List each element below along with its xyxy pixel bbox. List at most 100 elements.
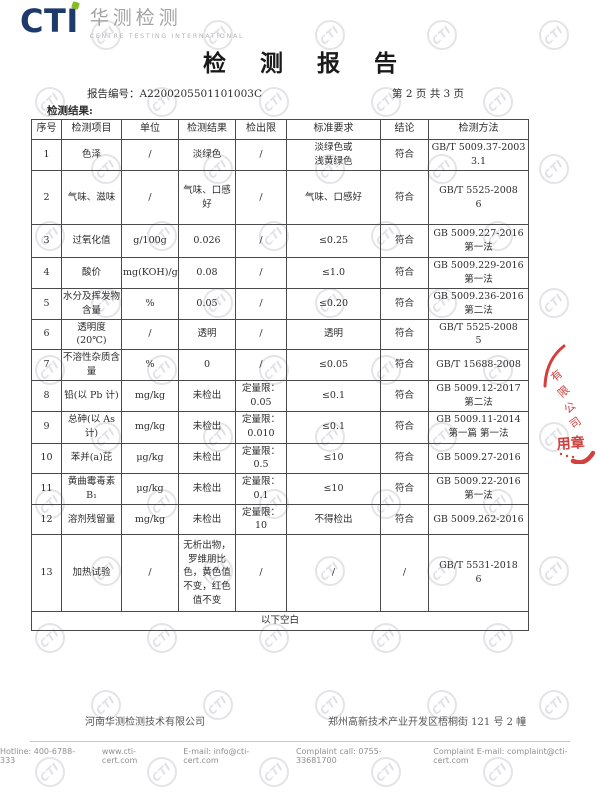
cell-no: 8 <box>31 380 62 412</box>
cell-no: 1 <box>31 139 62 171</box>
column-header: 结论 <box>380 119 429 140</box>
cell-method: GB 5009.262-2016 <box>428 503 529 536</box>
red-seal-stamp: 有 限 公 司 用章 <box>543 344 595 464</box>
cell-result: 透明 <box>178 318 236 351</box>
cell-result: 0 <box>178 349 236 382</box>
stamp-char: 限 <box>555 383 572 400</box>
cell-limit: / <box>235 224 287 258</box>
table-row: 8 铅(以 Pb 计) mg/kg 未检出 定量限： 0.05 ≤0.1 符合 GB 5009… <box>31 380 529 412</box>
cell-item: 加热试验 <box>61 534 122 613</box>
cell-method: GB 5009.22-2016 第一法 <box>428 473 529 505</box>
blank-note-row: 以下空白 <box>31 611 529 632</box>
cell-item: 透明度 (20℃) <box>61 318 122 351</box>
table-row: 4 酸价 mg(KOH)/g 0.08/≤1.0 符合 GB 5009.229-2016 … <box>31 257 529 289</box>
cell-conclusion: 符合 <box>380 224 429 258</box>
cell-result: 未检出 <box>178 410 236 444</box>
contact-email: E-mail: info@cti-cert.com <box>183 747 250 765</box>
stamp-char: 有 <box>548 366 566 384</box>
stamp-arc <box>543 344 566 388</box>
footer-address: 郑州高新技术产业开发区梧桐街 121 号 2 幢 <box>328 717 527 728</box>
footer-company: 河南华测检测技术有限公司 <box>85 717 205 728</box>
cell-conclusion: 符合 <box>380 257 429 289</box>
table-row: 13 加热试验 / 无析出物，罗维朋比色，黄色值不变，红色值不变 / / / GB/T 553… <box>31 534 529 613</box>
cti-logo: CTI 华测检测 CENTRE TESTING INTERNATIONAL <box>20 1 245 40</box>
cell-limit: 定量限： 0.05 <box>235 380 287 412</box>
cell-conclusion: 符合 <box>380 139 429 171</box>
results-table-head: 序号 检测项目 单位 检测结果 检出限 标准要求 结论 检测方法 <box>31 119 529 140</box>
cell-standard: 透明 <box>286 318 381 351</box>
cell-item: 酸价 <box>61 257 122 289</box>
results-table-wrap: 序号 检测项目 单位 检测结果 检出限 标准要求 结论 检测方法 1 色泽 / 淡绿色 / 淡绿色或 浅… <box>31 119 530 632</box>
cell-conclusion: 符合 <box>380 380 429 412</box>
cell-item: 溶剂残留量 <box>61 503 122 536</box>
cell-method: GB/T 15688-2008 <box>428 349 529 382</box>
report-meta-line: 报告编号：A2200205501101003C 第 2 页 共 3 页 <box>0 86 600 100</box>
cell-unit: mg/kg <box>121 380 179 412</box>
header-row: 序号 检测项目 单位 检测结果 检出限 标准要求 结论 检测方法 <box>31 119 529 140</box>
blank-note: 以下空白 <box>31 611 529 632</box>
cell-method: GB/T 5531-2018 6 <box>428 534 529 613</box>
page-indicator: 第 2 页 共 3 页 <box>392 88 465 100</box>
column-header: 标准要求 <box>286 119 381 140</box>
cell-result: 未检出 <box>178 442 236 475</box>
cell-method: GB/T 5525-2008 6 <box>428 170 529 225</box>
cell-item: 不溶性杂质含量 <box>61 349 122 382</box>
cell-limit: / <box>235 170 287 225</box>
cell-unit: μg/kg <box>121 473 179 505</box>
cell-item: 过氧化值 <box>61 224 122 258</box>
table-row: 2 气味、滋味 / 气味、口感好 / 气味、口感好 符合 GB/T 5525-2008 6 <box>31 170 529 225</box>
cell-standard: ≤10 <box>286 473 381 505</box>
cell-no: 5 <box>31 287 62 320</box>
cell-method: GB 5009.11-2014 第一篇 第一法 <box>428 410 529 444</box>
cell-unit: / <box>121 170 179 225</box>
cell-no: 12 <box>31 503 62 536</box>
cell-unit: / <box>121 534 179 613</box>
stamp-dot <box>571 455 575 459</box>
cell-conclusion: 符合 <box>380 410 429 444</box>
footer-contacts: Hotline: 400-6788-333 www.cti-cert.com E… <box>0 747 600 765</box>
cell-standard: ≤0.25 <box>286 224 381 258</box>
cell-no: 3 <box>31 224 62 258</box>
cell-conclusion: / <box>380 534 429 613</box>
cell-standard: 淡绿色或 浅黄绿色 <box>286 139 381 171</box>
report-number: 报告编号：A2200205501101003C <box>87 88 263 100</box>
table-row: 3 过氧化值 g/100g 0.026/≤0.25 符合 GB 5009.227-2016… <box>31 224 529 258</box>
footer-divider <box>30 741 570 742</box>
cell-standard: 气味、口感好 <box>286 170 381 225</box>
cell-no: 7 <box>31 349 62 382</box>
cell-unit: mg/kg <box>121 503 179 536</box>
cell-limit: 定量限： 0.5 <box>235 442 287 475</box>
cell-no: 4 <box>31 257 62 289</box>
cell-standard: ≤0.1 <box>286 380 381 412</box>
cell-limit: / <box>235 318 287 351</box>
cell-item: 气味、滋味 <box>61 170 122 225</box>
cell-standard: ≤1.0 <box>286 257 381 289</box>
stamp-swoosh <box>570 450 595 464</box>
cell-conclusion: 符合 <box>380 318 429 351</box>
results-table: 序号 检测项目 单位 检测结果 检出限 标准要求 结论 检测方法 1 色泽 / 淡绿色 / 淡绿色或 浅… <box>31 119 529 632</box>
logo-english-name: CENTRE TESTING INTERNATIONAL <box>89 32 245 40</box>
cell-unit: / <box>121 318 179 351</box>
cell-item: 水分及挥发物含量 <box>61 287 122 320</box>
cell-standard: ≤0.1 <box>286 410 381 444</box>
cti-logo-text: CTI <box>20 2 79 40</box>
cell-conclusion: 符合 <box>380 170 429 225</box>
cell-item: 铅(以 Pb 计) <box>61 380 122 412</box>
column-header: 序号 <box>31 119 62 140</box>
column-header: 检测项目 <box>61 119 122 140</box>
cell-unit: g/100g <box>121 224 179 258</box>
results-section-label: 检测结果: <box>47 105 93 117</box>
cell-limit: / <box>235 534 287 613</box>
cell-standard: ≤0.20 <box>286 287 381 320</box>
stamp-char: 司 <box>567 414 584 431</box>
stamp-dot <box>565 454 569 458</box>
cell-limit: / <box>235 257 287 289</box>
cell-standard: ≤0.05 <box>286 349 381 382</box>
cell-limit: / <box>235 287 287 320</box>
cell-method: GB 5009.236-2016 第二法 <box>428 287 529 320</box>
cell-result: 0.08 <box>178 257 236 289</box>
contact-hotline: Hotline: 400-6788-333 <box>0 747 76 765</box>
cell-item: 黄曲霉毒素B₁ <box>61 473 122 505</box>
cell-standard: 不得检出 <box>286 503 381 536</box>
